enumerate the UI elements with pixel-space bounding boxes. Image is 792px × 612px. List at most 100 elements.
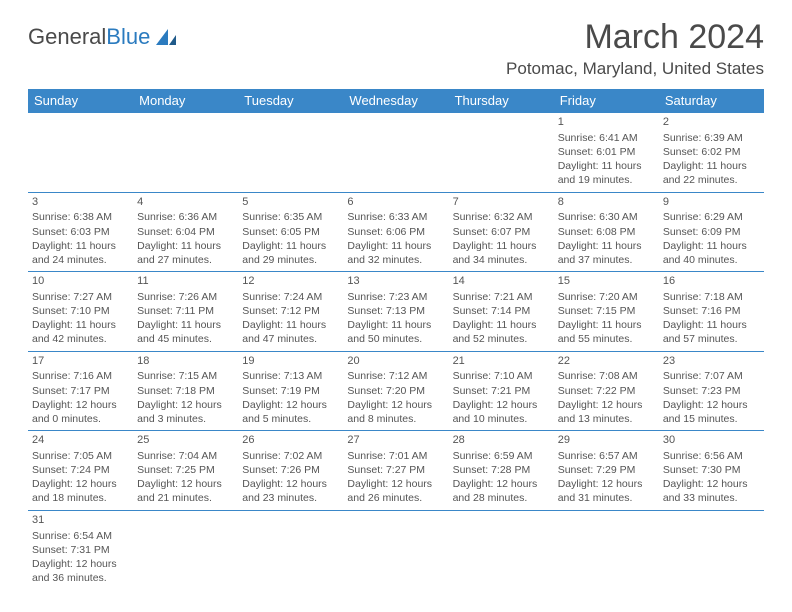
day-cell: 4Sunrise: 6:36 AMSunset: 6:04 PMDaylight… [133, 192, 238, 272]
sunrise-line: Sunrise: 6:30 AM [558, 210, 655, 224]
sunrise-line: Sunrise: 6:35 AM [242, 210, 339, 224]
day-cell: 27Sunrise: 7:01 AMSunset: 7:27 PMDayligh… [343, 431, 448, 511]
sunrise-line: Sunrise: 7:26 AM [137, 290, 234, 304]
daylight-line: Daylight: 12 hours and 13 minutes. [558, 398, 655, 426]
day-number: 16 [663, 274, 760, 289]
sunset-line: Sunset: 6:05 PM [242, 225, 339, 239]
daylight-line: Daylight: 12 hours and 10 minutes. [453, 398, 550, 426]
day-number: 18 [137, 354, 234, 369]
day-number: 29 [558, 433, 655, 448]
sunset-line: Sunset: 7:31 PM [32, 543, 129, 557]
day-cell: 26Sunrise: 7:02 AMSunset: 7:26 PMDayligh… [238, 431, 343, 511]
day-number: 31 [32, 513, 129, 528]
sunset-line: Sunset: 7:18 PM [137, 384, 234, 398]
day-number: 14 [453, 274, 550, 289]
day-cell: 10Sunrise: 7:27 AMSunset: 7:10 PMDayligh… [28, 272, 133, 352]
day-header: Saturday [659, 89, 764, 113]
sunrise-line: Sunrise: 6:56 AM [663, 449, 760, 463]
sunset-line: Sunset: 7:28 PM [453, 463, 550, 477]
day-cell: 3Sunrise: 6:38 AMSunset: 6:03 PMDaylight… [28, 192, 133, 272]
sunrise-line: Sunrise: 7:10 AM [453, 369, 550, 383]
sunset-line: Sunset: 6:08 PM [558, 225, 655, 239]
empty-cell [343, 113, 448, 193]
day-number: 13 [347, 274, 444, 289]
empty-cell [238, 510, 343, 589]
day-header: Sunday [28, 89, 133, 113]
sunset-line: Sunset: 7:22 PM [558, 384, 655, 398]
day-cell: 9Sunrise: 6:29 AMSunset: 6:09 PMDaylight… [659, 192, 764, 272]
sunrise-line: Sunrise: 6:32 AM [453, 210, 550, 224]
daylight-line: Daylight: 11 hours and 57 minutes. [663, 318, 760, 346]
day-number: 26 [242, 433, 339, 448]
day-cell: 21Sunrise: 7:10 AMSunset: 7:21 PMDayligh… [449, 351, 554, 431]
daylight-line: Daylight: 11 hours and 27 minutes. [137, 239, 234, 267]
day-number: 27 [347, 433, 444, 448]
daylight-line: Daylight: 11 hours and 22 minutes. [663, 159, 760, 187]
daylight-line: Daylight: 11 hours and 45 minutes. [137, 318, 234, 346]
day-cell: 25Sunrise: 7:04 AMSunset: 7:25 PMDayligh… [133, 431, 238, 511]
daylight-line: Daylight: 12 hours and 33 minutes. [663, 477, 760, 505]
day-number: 3 [32, 195, 129, 210]
sunset-line: Sunset: 6:06 PM [347, 225, 444, 239]
sunrise-line: Sunrise: 7:01 AM [347, 449, 444, 463]
daylight-line: Daylight: 12 hours and 0 minutes. [32, 398, 129, 426]
day-header: Monday [133, 89, 238, 113]
day-cell: 2Sunrise: 6:39 AMSunset: 6:02 PMDaylight… [659, 113, 764, 193]
location: Potomac, Maryland, United States [506, 59, 764, 79]
daylight-line: Daylight: 11 hours and 29 minutes. [242, 239, 339, 267]
sunrise-line: Sunrise: 7:16 AM [32, 369, 129, 383]
day-header: Tuesday [238, 89, 343, 113]
calendar-row: 31Sunrise: 6:54 AMSunset: 7:31 PMDayligh… [28, 510, 764, 589]
sunset-line: Sunset: 7:23 PM [663, 384, 760, 398]
sunrise-line: Sunrise: 6:36 AM [137, 210, 234, 224]
day-cell: 19Sunrise: 7:13 AMSunset: 7:19 PMDayligh… [238, 351, 343, 431]
sunrise-line: Sunrise: 7:13 AM [242, 369, 339, 383]
sunrise-line: Sunrise: 6:57 AM [558, 449, 655, 463]
day-cell: 17Sunrise: 7:16 AMSunset: 7:17 PMDayligh… [28, 351, 133, 431]
logo: GeneralBlue [28, 24, 180, 50]
sunset-line: Sunset: 6:02 PM [663, 145, 760, 159]
day-cell: 23Sunrise: 7:07 AMSunset: 7:23 PMDayligh… [659, 351, 764, 431]
day-number: 4 [137, 195, 234, 210]
day-cell: 18Sunrise: 7:15 AMSunset: 7:18 PMDayligh… [133, 351, 238, 431]
sunset-line: Sunset: 7:17 PM [32, 384, 129, 398]
day-number: 6 [347, 195, 444, 210]
calendar-row: 10Sunrise: 7:27 AMSunset: 7:10 PMDayligh… [28, 272, 764, 352]
sunrise-line: Sunrise: 7:12 AM [347, 369, 444, 383]
sunrise-line: Sunrise: 6:59 AM [453, 449, 550, 463]
day-number: 20 [347, 354, 444, 369]
sunset-line: Sunset: 7:21 PM [453, 384, 550, 398]
day-number: 8 [558, 195, 655, 210]
day-number: 10 [32, 274, 129, 289]
sunset-line: Sunset: 7:13 PM [347, 304, 444, 318]
empty-cell [449, 510, 554, 589]
daylight-line: Daylight: 12 hours and 31 minutes. [558, 477, 655, 505]
sunset-line: Sunset: 6:03 PM [32, 225, 129, 239]
sunset-line: Sunset: 7:29 PM [558, 463, 655, 477]
sunrise-line: Sunrise: 6:38 AM [32, 210, 129, 224]
day-number: 19 [242, 354, 339, 369]
sunrise-line: Sunrise: 7:07 AM [663, 369, 760, 383]
day-cell: 14Sunrise: 7:21 AMSunset: 7:14 PMDayligh… [449, 272, 554, 352]
calendar-row: 1Sunrise: 6:41 AMSunset: 6:01 PMDaylight… [28, 113, 764, 193]
daylight-line: Daylight: 12 hours and 5 minutes. [242, 398, 339, 426]
sunset-line: Sunset: 7:20 PM [347, 384, 444, 398]
sunrise-line: Sunrise: 7:24 AM [242, 290, 339, 304]
calendar-table: SundayMondayTuesdayWednesdayThursdayFrid… [28, 89, 764, 589]
daylight-line: Daylight: 12 hours and 28 minutes. [453, 477, 550, 505]
day-cell: 8Sunrise: 6:30 AMSunset: 6:08 PMDaylight… [554, 192, 659, 272]
sunset-line: Sunset: 7:11 PM [137, 304, 234, 318]
daylight-line: Daylight: 11 hours and 40 minutes. [663, 239, 760, 267]
daylight-line: Daylight: 12 hours and 18 minutes. [32, 477, 129, 505]
day-number: 25 [137, 433, 234, 448]
day-number: 1 [558, 115, 655, 130]
daylight-line: Daylight: 11 hours and 47 minutes. [242, 318, 339, 346]
day-number: 7 [453, 195, 550, 210]
day-cell: 30Sunrise: 6:56 AMSunset: 7:30 PMDayligh… [659, 431, 764, 511]
day-cell: 7Sunrise: 6:32 AMSunset: 6:07 PMDaylight… [449, 192, 554, 272]
sunrise-line: Sunrise: 7:02 AM [242, 449, 339, 463]
calendar-row: 24Sunrise: 7:05 AMSunset: 7:24 PMDayligh… [28, 431, 764, 511]
sunset-line: Sunset: 7:14 PM [453, 304, 550, 318]
empty-cell [449, 113, 554, 193]
sunset-line: Sunset: 7:12 PM [242, 304, 339, 318]
